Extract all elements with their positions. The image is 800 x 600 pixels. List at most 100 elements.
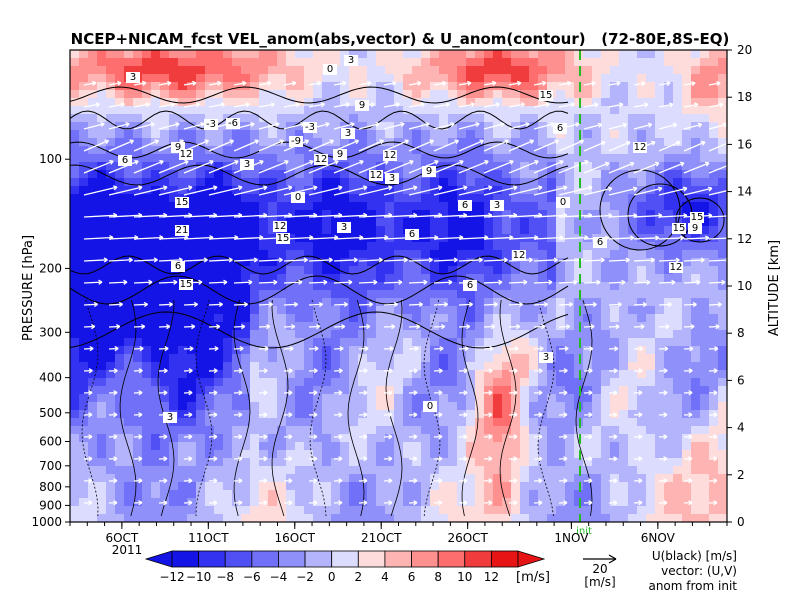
field-cell: [610, 426, 620, 435]
field-cell: [718, 362, 727, 371]
field-cell: [592, 50, 602, 59]
field-cell: [358, 210, 368, 219]
field-cell: [196, 322, 206, 331]
field-cell: [430, 314, 440, 323]
field-cell: [115, 386, 125, 395]
field-cell: [142, 58, 152, 67]
field-cell: [718, 274, 727, 283]
field-cell: [79, 354, 89, 363]
field-cell: [493, 58, 503, 67]
field-cell: [520, 346, 530, 355]
field-cell: [646, 266, 656, 275]
field-cell: [709, 114, 719, 123]
field-cell: [124, 306, 134, 315]
u-contour-line: [347, 299, 365, 517]
field-cell: [286, 442, 296, 451]
wind-vector-head: [543, 301, 548, 308]
field-cell: [70, 242, 80, 251]
field-cell: [250, 202, 260, 211]
field-cell: [277, 282, 287, 291]
field-cell: [142, 218, 152, 227]
wind-vector-head: [541, 80, 547, 86]
field-cell: [475, 298, 485, 307]
field-cell: [187, 354, 197, 363]
wind-vector-head: [278, 257, 283, 263]
field-cell: [313, 50, 323, 59]
field-cell: [106, 346, 116, 355]
field-cell: [151, 282, 161, 291]
field-cell: [682, 170, 692, 179]
field-cell: [304, 98, 314, 107]
field-cell: [628, 330, 638, 339]
field-cell: [79, 266, 89, 275]
field-cell: [430, 202, 440, 211]
wind-vector-head: [553, 257, 558, 263]
field-cell: [628, 90, 638, 99]
field-cell: [133, 114, 143, 123]
field-cell: [439, 418, 449, 427]
field-cell: [682, 82, 692, 91]
field-cell: [106, 434, 116, 443]
field-cell: [133, 450, 143, 459]
field-cell: [214, 194, 224, 203]
field-cell: [583, 282, 593, 291]
field-cell: [394, 426, 404, 435]
field-cell: [322, 410, 332, 419]
field-cell: [304, 378, 314, 387]
field-cell: [196, 242, 206, 251]
field-cell: [421, 202, 431, 211]
field-cell: [601, 314, 611, 323]
field-cell: [259, 290, 269, 299]
field-cell: [205, 346, 215, 355]
field-cell: [583, 274, 593, 283]
field-cell: [70, 418, 80, 427]
field-cell: [664, 442, 674, 451]
field-cell: [673, 450, 683, 459]
wind-vector-head: [215, 324, 221, 330]
field-cell: [574, 330, 584, 339]
field-cell: [520, 170, 530, 179]
field-cell: [106, 266, 116, 275]
field-cell: [241, 394, 251, 403]
field-cell: [223, 242, 233, 251]
field-cell: [673, 322, 683, 331]
field-cell: [439, 458, 449, 467]
field-cell: [574, 210, 584, 219]
wind-vector-head: [423, 279, 428, 285]
field-cell: [142, 434, 152, 443]
field-cell: [133, 394, 143, 403]
field-cell: [124, 290, 134, 299]
field-cell: [232, 314, 242, 323]
field-cell: [187, 266, 197, 275]
field-cell: [403, 434, 413, 443]
field-cell: [565, 458, 575, 467]
field-cell: [286, 298, 296, 307]
field-cell: [655, 202, 665, 211]
field-cell: [367, 138, 377, 147]
field-cell: [115, 66, 125, 75]
field-cell: [106, 82, 116, 91]
wind-vector-head: [439, 346, 444, 352]
field-cell: [619, 402, 629, 411]
field-cell: [214, 346, 224, 355]
field-cell: [79, 418, 89, 427]
field-cell: [448, 322, 458, 331]
field-cell: [610, 290, 620, 299]
field-cell: [322, 442, 332, 451]
field-cell: [493, 418, 503, 427]
field-cell: [358, 402, 368, 411]
wind-vector-head: [468, 301, 473, 308]
field-cell: [367, 322, 377, 331]
field-cell: [313, 74, 323, 83]
field-cell: [700, 322, 710, 331]
wind-vector-head: [395, 102, 400, 108]
field-cell: [79, 82, 89, 91]
field-cell: [205, 314, 215, 323]
field-cell: [403, 210, 413, 219]
field-cell: [574, 426, 584, 435]
wind-vector-head: [354, 139, 360, 145]
field-cell: [565, 306, 575, 315]
field-cell: [322, 338, 332, 347]
field-cell: [187, 258, 197, 267]
field-cell: [70, 290, 80, 299]
